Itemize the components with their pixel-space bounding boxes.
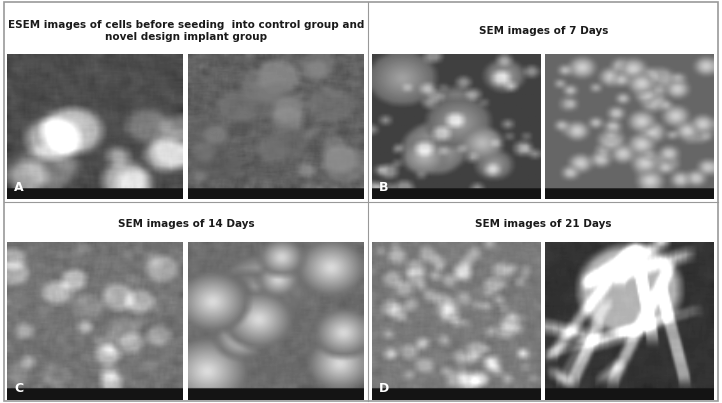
- Text: A: A: [14, 181, 24, 194]
- Text: SEM images of 14 Days: SEM images of 14 Days: [118, 219, 254, 229]
- Text: B: B: [378, 181, 388, 194]
- Text: SEM images of 21 Days: SEM images of 21 Days: [475, 219, 612, 229]
- Text: C: C: [14, 382, 23, 395]
- Text: ESEM images of cells before seeding  into control group and
novel design implant: ESEM images of cells before seeding into…: [8, 20, 364, 42]
- Text: D: D: [378, 382, 389, 395]
- Text: SEM images of 7 Days: SEM images of 7 Days: [479, 26, 608, 36]
